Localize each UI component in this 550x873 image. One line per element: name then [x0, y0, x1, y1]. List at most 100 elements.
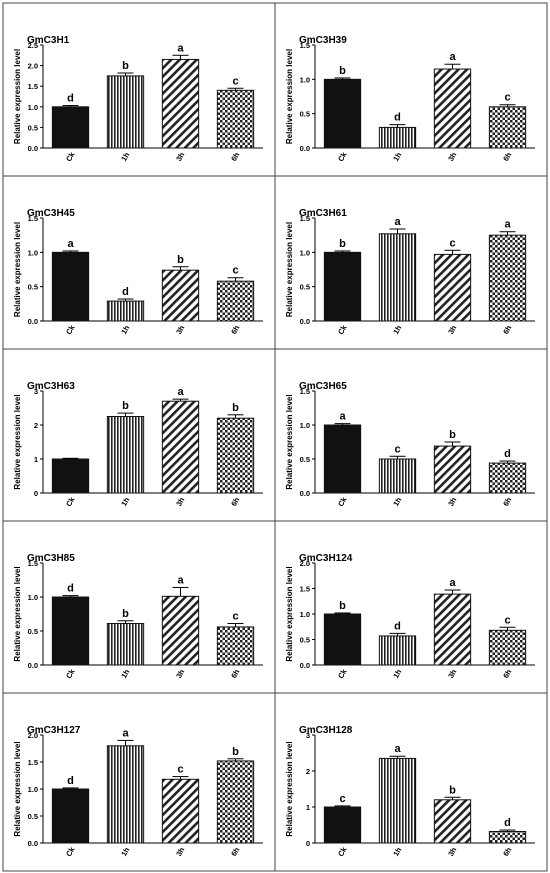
bar: [216, 280, 255, 322]
y-tick-label: 0: [306, 839, 310, 848]
y-tick-label: 1: [306, 803, 310, 812]
y-axis-label: Relative expression level: [285, 394, 294, 489]
significance-letter: c: [177, 764, 183, 776]
significance-letter: b: [232, 746, 239, 758]
x-tick-label: 3h: [446, 495, 458, 507]
chart-panel: GmC3H63 Relative expression level 0 1 2 3 Ck b 1…: [13, 381, 263, 508]
significance-letter: d: [67, 93, 74, 105]
y-tick-label: 1.5: [300, 41, 310, 50]
x-tick-label: Ck: [336, 495, 349, 509]
y-axis-label: Relative expression level: [285, 566, 294, 661]
x-tick-label: 1h: [119, 667, 131, 679]
y-tick-label: 1.5: [300, 585, 310, 594]
significance-letter: a: [449, 577, 456, 589]
significance-letter: c: [232, 611, 238, 623]
x-tick-label: Ck: [336, 150, 349, 164]
y-axis-label: Relative expression level: [13, 394, 22, 489]
chart-panel: GmC3H128 Relative expression level 0 1 2 3 c Ck…: [285, 725, 535, 858]
chart-panel: GmC3H61 Relative expression level 0.0 0.5 1.…: [285, 208, 535, 336]
bar: [216, 89, 255, 149]
significance-letter: d: [504, 817, 511, 829]
bar: [323, 424, 362, 494]
y-tick-label: 1.0: [28, 248, 38, 257]
y-tick-label: 0.0: [28, 144, 38, 153]
x-tick-label: 1h: [391, 667, 403, 679]
bar: [378, 757, 417, 844]
y-tick-label: 0.0: [300, 317, 310, 326]
bar: [323, 806, 362, 844]
y-tick-label: 1.5: [28, 758, 38, 767]
y-tick-label: 1: [34, 455, 38, 464]
bar: [323, 251, 362, 322]
y-tick-label: 1.5: [300, 387, 310, 396]
bar: [51, 788, 90, 844]
x-tick-label: 6h: [501, 150, 513, 162]
bar: [488, 234, 527, 322]
y-tick-label: 1.5: [28, 214, 38, 223]
significance-letter: b: [122, 400, 129, 412]
y-axis-label: Relative expression level: [13, 49, 22, 144]
y-tick-label: 2.0: [28, 731, 38, 740]
bar: [433, 799, 472, 844]
y-tick-label: 1.5: [28, 82, 38, 91]
y-tick-label: 0.5: [28, 283, 38, 292]
significance-letter: a: [339, 411, 346, 423]
bar: [51, 596, 90, 666]
y-tick-label: 1.0: [300, 248, 310, 257]
y-axis-label: Relative expression level: [285, 49, 294, 144]
significance-letter: d: [504, 448, 511, 460]
x-tick-label: 6h: [501, 667, 513, 679]
y-axis-label: Relative expression level: [13, 741, 22, 836]
significance-letter: b: [232, 402, 239, 414]
y-tick-label: 1.0: [300, 421, 310, 430]
bar: [51, 458, 90, 494]
x-tick-label: 1h: [391, 323, 403, 335]
y-tick-label: 2: [306, 767, 310, 776]
bar: [161, 595, 200, 666]
chart-title: GmC3H65: [299, 381, 347, 392]
x-tick-label: Ck: [336, 323, 349, 337]
y-tick-label: 1.0: [28, 103, 38, 112]
y-tick-label: 2.0: [300, 559, 310, 568]
y-tick-label: 2: [34, 421, 38, 430]
significance-letter: c: [232, 75, 238, 87]
chart-title: GmC3H39: [299, 35, 347, 46]
significance-letter: a: [122, 727, 129, 739]
bar: [433, 593, 472, 666]
significance-letter: a: [67, 238, 74, 250]
significance-letter: b: [339, 65, 346, 77]
y-tick-label: 0.5: [28, 812, 38, 821]
y-tick-label: 0.5: [28, 123, 38, 132]
chart-panel: GmC3H39 Relative expression level 0.0 0.5 1.…: [285, 35, 535, 163]
x-tick-label: 3h: [446, 150, 458, 162]
chart-panel: GmC3H85 Relative expression level 0.0 0.5 1.…: [13, 553, 263, 680]
y-tick-label: 1.0: [300, 610, 310, 619]
y-tick-label: 0.0: [28, 317, 38, 326]
x-tick-label: 3h: [174, 667, 186, 679]
y-tick-label: 0: [34, 489, 38, 498]
significance-letter: b: [177, 254, 184, 266]
chart-title: GmC3H61: [299, 208, 347, 219]
x-tick-label: 3h: [174, 495, 186, 507]
y-tick-label: 1.5: [300, 214, 310, 223]
bar: [433, 68, 472, 149]
chart-title: GmC3H128: [299, 725, 353, 736]
chart-title: GmC3H85: [27, 553, 75, 564]
bar: [488, 462, 527, 494]
significance-letter: c: [394, 443, 400, 455]
x-tick-label: 3h: [446, 323, 458, 335]
x-tick-label: 1h: [391, 150, 403, 162]
y-tick-label: 1.0: [28, 593, 38, 602]
significance-letter: a: [177, 574, 184, 586]
chart-title: GmC3H45: [27, 208, 75, 219]
bar: [161, 778, 200, 844]
bar: [161, 269, 200, 322]
y-axis-label: Relative expression level: [285, 741, 294, 836]
x-tick-label: 6h: [229, 495, 241, 507]
x-tick-label: 3h: [446, 667, 458, 679]
y-tick-label: 3: [34, 387, 38, 396]
chart-panel: GmC3H45 Relative expression level 0.0 0.5 1.…: [13, 208, 263, 336]
bar: [378, 635, 417, 666]
chart-panel: GmC3H65 Relative expression level 0.0 0.5 1.…: [285, 381, 535, 508]
y-tick-label: 0.5: [300, 283, 310, 292]
